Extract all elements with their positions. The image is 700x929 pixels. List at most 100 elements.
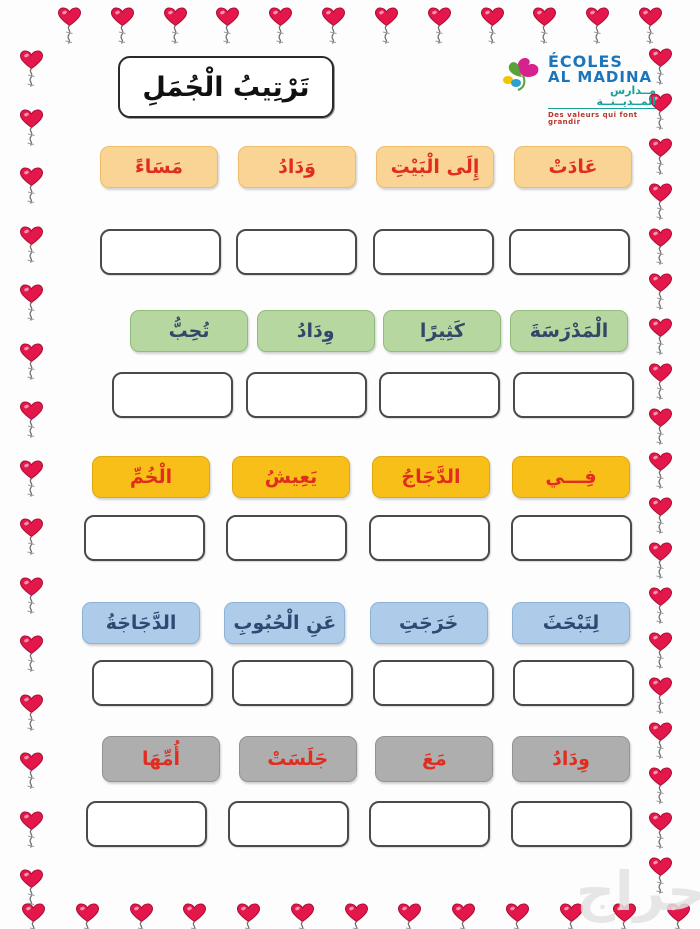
word-card[interactable]: جَلَسَتْ — [238, 736, 357, 782]
answer-row-sentence-4 — [92, 660, 634, 706]
heart-balloon-icon — [214, 5, 241, 49]
word-card[interactable]: الْخُمِّ — [92, 456, 210, 498]
word-row-sentence-1: عَادَتْ إِلَى الْبَيْتِ وَدَادُ مَسَاءً — [100, 146, 632, 188]
heart-balloon-icon — [18, 809, 45, 853]
heart-balloon-icon — [18, 575, 45, 619]
heart-balloon-icon — [647, 585, 674, 629]
heart-balloon-icon — [109, 5, 136, 49]
answer-box[interactable] — [112, 372, 234, 418]
heart-balloon-icon — [18, 516, 45, 560]
answer-box[interactable] — [100, 229, 222, 275]
heart-balloon-icon — [373, 5, 400, 49]
heart-balloon-icon — [647, 720, 674, 764]
heart-balloon-icon — [479, 5, 506, 49]
flower-logo-icon — [500, 56, 546, 112]
heart-balloon-icon — [647, 810, 674, 854]
heart-balloon-icon — [647, 226, 674, 270]
answer-box[interactable] — [372, 660, 494, 706]
answer-box[interactable] — [227, 801, 349, 847]
word-card[interactable]: مَسَاءً — [100, 146, 218, 188]
heart-balloon-icon — [267, 5, 294, 49]
word-card[interactable]: تُحِبُّ — [130, 310, 249, 352]
watermark-text: حراج — [576, 860, 700, 923]
word-card[interactable]: يَعِيشُ — [232, 456, 350, 498]
answer-box[interactable] — [513, 372, 634, 418]
heart-balloon-icon — [450, 901, 477, 929]
word-card[interactable]: لِتَبْحَثَ — [512, 602, 630, 644]
word-card[interactable]: إِلَى الْبَيْتِ — [376, 146, 494, 188]
heart-balloon-icon — [18, 458, 45, 502]
word-card[interactable]: فِـــي — [512, 456, 630, 498]
answer-box[interactable] — [511, 515, 632, 561]
answer-box[interactable] — [369, 801, 491, 847]
word-card[interactable]: خَرَجَتِ — [369, 602, 488, 644]
heart-balloon-icon — [647, 765, 674, 809]
heart-border-top — [56, 5, 664, 49]
answer-box[interactable] — [379, 372, 501, 418]
answer-box[interactable] — [509, 229, 630, 275]
heart-balloon-icon — [18, 341, 45, 385]
answer-box[interactable] — [226, 515, 348, 561]
heart-balloon-icon — [18, 48, 45, 92]
word-row-sentence-2: الْمَدْرَسَةَ كَثِيرًا وِدَادُ تُحِبُّ — [130, 310, 628, 352]
heart-balloon-icon — [18, 633, 45, 677]
heart-balloon-icon — [558, 901, 585, 929]
word-row-sentence-3: فِـــي الدَّجَاجُ يَعِيشُ الْخُمِّ — [92, 456, 630, 498]
logo-line-ecoles: ÉCOLES — [548, 52, 623, 71]
heart-balloon-icon — [18, 399, 45, 443]
answer-box[interactable] — [511, 801, 632, 847]
word-card[interactable]: أُمِّهَا — [102, 736, 221, 782]
answer-box[interactable] — [368, 515, 490, 561]
word-card[interactable]: الدَّجَاجُ — [372, 456, 490, 498]
word-card[interactable]: الدَّجَاجَةُ — [82, 602, 201, 644]
answer-box[interactable] — [84, 515, 206, 561]
heart-border-bottom — [20, 901, 692, 929]
heart-balloon-icon — [18, 282, 45, 326]
answer-box[interactable] — [86, 801, 208, 847]
word-card[interactable]: وِدَادُ — [256, 310, 375, 352]
heart-balloon-icon — [611, 901, 638, 929]
answer-box[interactable] — [372, 229, 494, 275]
answer-row-sentence-5 — [86, 801, 632, 847]
logo-line-arabic: مــدارس المــديــنــة — [548, 85, 656, 109]
answer-box[interactable] — [236, 229, 358, 275]
heart-balloon-icon — [235, 901, 262, 929]
answer-box[interactable] — [245, 372, 367, 418]
answer-box[interactable] — [232, 660, 354, 706]
heart-balloon-icon — [18, 692, 45, 736]
answer-box[interactable] — [513, 660, 634, 706]
heart-balloon-icon — [396, 901, 423, 929]
heart-balloon-icon — [637, 5, 664, 49]
word-card[interactable]: عَنِ الْحُبُوبِ — [224, 602, 346, 644]
word-card[interactable]: وِدَادُ — [512, 736, 630, 782]
word-card[interactable]: الْمَدْرَسَةَ — [510, 310, 628, 352]
logo-tagline: Des valeurs qui font grandir — [548, 111, 638, 126]
logo-line-almadina: AL MADINA — [548, 68, 653, 86]
heart-balloon-icon — [18, 224, 45, 268]
heart-balloon-icon — [343, 901, 370, 929]
word-card[interactable]: وَدَادُ — [238, 146, 356, 188]
heart-balloon-icon — [20, 901, 47, 929]
heart-balloon-icon — [74, 901, 101, 929]
heart-balloon-icon — [647, 271, 674, 315]
heart-balloon-icon — [128, 901, 155, 929]
heart-balloon-icon — [584, 5, 611, 49]
heart-balloon-icon — [647, 675, 674, 719]
word-card[interactable]: كَثِيرًا — [383, 310, 502, 352]
answer-box[interactable] — [92, 660, 214, 706]
heart-balloon-icon — [18, 107, 45, 151]
heart-balloon-icon — [647, 316, 674, 360]
heart-balloon-icon — [647, 855, 674, 899]
answer-row-sentence-2 — [112, 372, 634, 418]
answer-row-sentence-1 — [100, 229, 630, 275]
heart-balloon-icon — [647, 630, 674, 674]
word-card[interactable]: مَعَ — [375, 736, 494, 782]
heart-balloon-icon — [647, 495, 674, 539]
heart-balloon-icon — [647, 406, 674, 450]
school-logo: ÉCOLES AL MADINA مــدارس المــديــنــة D… — [500, 52, 656, 126]
heart-balloon-icon — [647, 181, 674, 225]
heart-balloon-icon — [289, 901, 316, 929]
word-card[interactable]: عَادَتْ — [514, 146, 632, 188]
heart-balloon-icon — [647, 136, 674, 180]
heart-balloon-icon — [320, 5, 347, 49]
